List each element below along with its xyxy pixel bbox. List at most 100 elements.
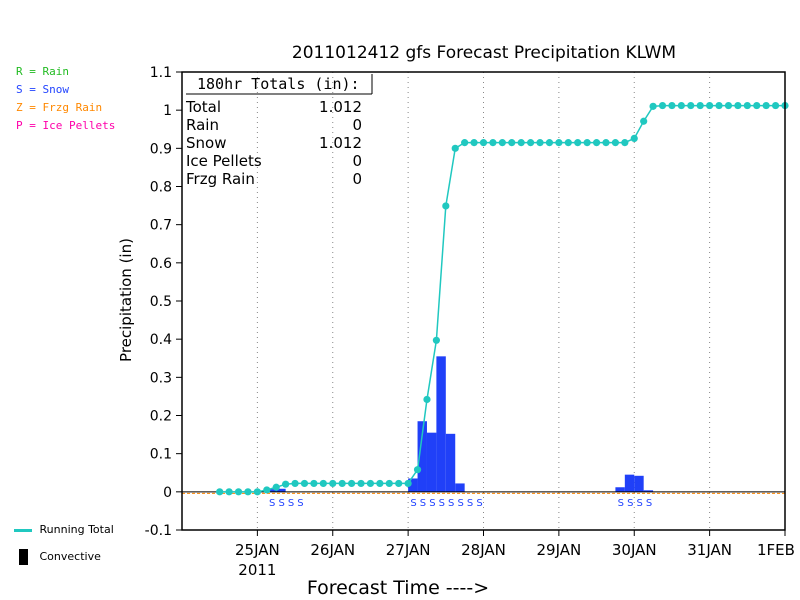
- snow-marker: S: [410, 498, 416, 509]
- running-total-point: [658, 101, 667, 110]
- running-total-point: [743, 101, 751, 110]
- running-total-point: [630, 134, 638, 143]
- y-axis: -0.1 0 0.1 0.2 0.3 0.4 0.5 0.6 0.7 0.8 0.9 1 1.1: [145, 65, 182, 539]
- y-tick-label: 0.7: [150, 218, 172, 234]
- running-total-point: [677, 101, 685, 110]
- running-total-point: [762, 101, 770, 110]
- snow-marker: S: [278, 498, 284, 509]
- totals-box: 180hr Totals (in): Total 1.012 Rain 0 Snow 1.0…: [185, 74, 373, 188]
- running-total-point: [404, 479, 412, 488]
- x-tick-label: 25JAN: [235, 541, 280, 559]
- x-tick-label: 29JAN: [537, 541, 582, 559]
- y-tick-label: 0.5: [150, 294, 172, 310]
- running-total-point: [385, 479, 393, 488]
- precip-bar: [615, 487, 625, 492]
- precip-type-legend-item: P = Ice Pellets: [16, 119, 116, 132]
- running-total-point: [461, 139, 469, 147]
- snow-marker: S: [476, 498, 482, 509]
- precip-type-legend-item: R = Rain: [16, 65, 69, 78]
- x-tick-label: 30JAN: [612, 541, 657, 559]
- precip-bar: [643, 490, 654, 492]
- snow-marker: S: [439, 498, 445, 509]
- running-total-point: [282, 480, 290, 488]
- running-total-point: [291, 479, 299, 488]
- running-total-legend-label: Running Total: [39, 523, 114, 536]
- precip-bar: [455, 483, 465, 492]
- running-total-point: [621, 139, 629, 147]
- running-total-point: [668, 101, 676, 110]
- running-total-point: [564, 139, 572, 147]
- snow-marker: S: [448, 498, 454, 509]
- snow-marker: S: [269, 498, 275, 509]
- running-total-point: [640, 117, 648, 125]
- snow-marker: S: [297, 498, 303, 509]
- y-tick-label: 0.2: [150, 409, 172, 425]
- running-total-point: [234, 488, 243, 496]
- precip-bar: [436, 356, 446, 492]
- running-total-point: [611, 139, 620, 147]
- running-total-point: [592, 139, 601, 147]
- x-tick-sublabel: 2011: [238, 561, 276, 579]
- running-total-point: [687, 101, 695, 110]
- y-axis-label: Precipitation (in): [117, 238, 135, 362]
- running-total-point: [272, 483, 280, 491]
- precip-bar: [417, 421, 427, 492]
- running-total-point: [771, 101, 780, 110]
- y-tick-label: 0.1: [150, 447, 172, 463]
- running-total-point: [310, 479, 318, 488]
- totals-row-label: Rain: [186, 116, 219, 134]
- snow-marker: S: [636, 498, 642, 509]
- x-tick-label: 28JAN: [461, 541, 506, 559]
- y-tick-label: 0.9: [150, 141, 172, 157]
- totals-row-value: 0: [352, 152, 362, 170]
- totals-row-value: 1.012: [319, 134, 362, 152]
- totals-row-value: 1.012: [319, 98, 362, 116]
- convective-swatch: [19, 549, 28, 565]
- snow-marker: S: [627, 498, 633, 509]
- running-total-point: [602, 139, 610, 147]
- running-total-point: [376, 479, 384, 488]
- snow-marker: S: [457, 498, 463, 509]
- snow-marker: S: [467, 498, 473, 509]
- precip-bar: [445, 433, 456, 492]
- x-tick-label: 1FEB: [757, 541, 795, 559]
- chart-title: 2011012412 gfs Forecast Precipitation KL…: [292, 43, 676, 63]
- running-total-point: [366, 479, 375, 488]
- running-total-point: [706, 101, 714, 110]
- running-total-point: [479, 139, 488, 147]
- convective-legend-label: Convective: [39, 550, 101, 563]
- x-tick-label: 26JAN: [310, 541, 355, 559]
- running-total-point: [347, 479, 356, 488]
- precip-bar: [624, 474, 635, 492]
- running-total-point: [338, 479, 346, 488]
- y-tick-label: 0.8: [150, 180, 172, 196]
- y-tick-label: 1.1: [150, 65, 172, 81]
- running-total-line: [219, 104, 785, 493]
- running-total-point: [753, 101, 761, 110]
- running-total-point: [432, 336, 440, 344]
- running-total-point: [489, 139, 497, 147]
- precip-bar: [634, 475, 644, 492]
- running-total-point: [413, 466, 422, 474]
- precip-bar: [408, 478, 418, 492]
- running-total-point: [715, 101, 723, 110]
- totals-row-label: Frzg Rain: [186, 170, 255, 188]
- convective-legend: Convective: [14, 549, 101, 565]
- running-total-point: [216, 488, 224, 496]
- running-total-point: [545, 139, 554, 147]
- running-total-point: [225, 488, 233, 496]
- running-total-point: [508, 139, 516, 147]
- running-total-point: [442, 202, 450, 210]
- precip-bar: [276, 488, 286, 492]
- x-tick-label: 31JAN: [687, 541, 732, 559]
- running-total-point: [263, 486, 271, 494]
- running-total-point: [517, 139, 525, 147]
- snow-marker: S: [420, 498, 426, 509]
- precip-bar: [426, 432, 437, 492]
- precip-bars: [266, 356, 654, 492]
- running-total-point: [498, 139, 506, 147]
- running-total-point: [696, 101, 704, 110]
- running-total-point: [527, 139, 535, 147]
- running-total-point: [300, 479, 309, 488]
